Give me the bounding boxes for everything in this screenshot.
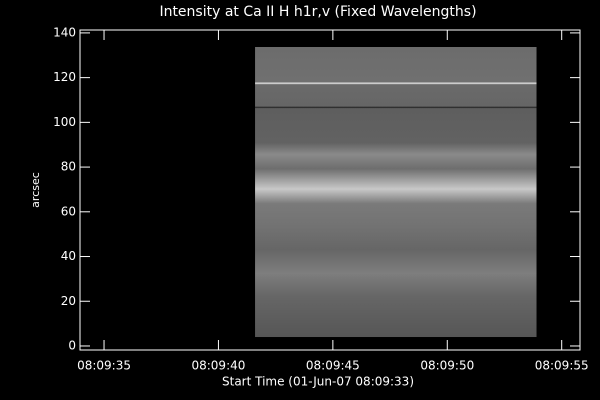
x-tick-label: 08:09:45 [306, 359, 360, 373]
chart-title: Intensity at Ca II H h1r,v (Fixed Wavele… [159, 4, 476, 20]
x-tick-label: 08:09:40 [191, 359, 245, 373]
y-tick-label: 100 [53, 115, 76, 129]
y-tick-label: 40 [61, 249, 76, 263]
y-axis-label: arcsec [29, 172, 42, 208]
y-tick-label: 20 [61, 294, 76, 308]
x-axis-label: Start Time (01-Jun-07 08:09:33) [222, 375, 414, 389]
y-tick-label: 140 [53, 25, 76, 39]
y-tick-label: 0 [68, 338, 76, 352]
y-tick-label: 60 [61, 204, 76, 218]
x-tick-label: 08:09:35 [77, 359, 131, 373]
image [255, 46, 537, 338]
plot-frame [79, 29, 581, 351]
x-tick-label: 08:09:50 [420, 359, 474, 373]
x-tick-label: 08:09:55 [535, 359, 589, 373]
y-tick-label: 120 [53, 70, 76, 84]
y-tick-label: 80 [61, 160, 76, 174]
